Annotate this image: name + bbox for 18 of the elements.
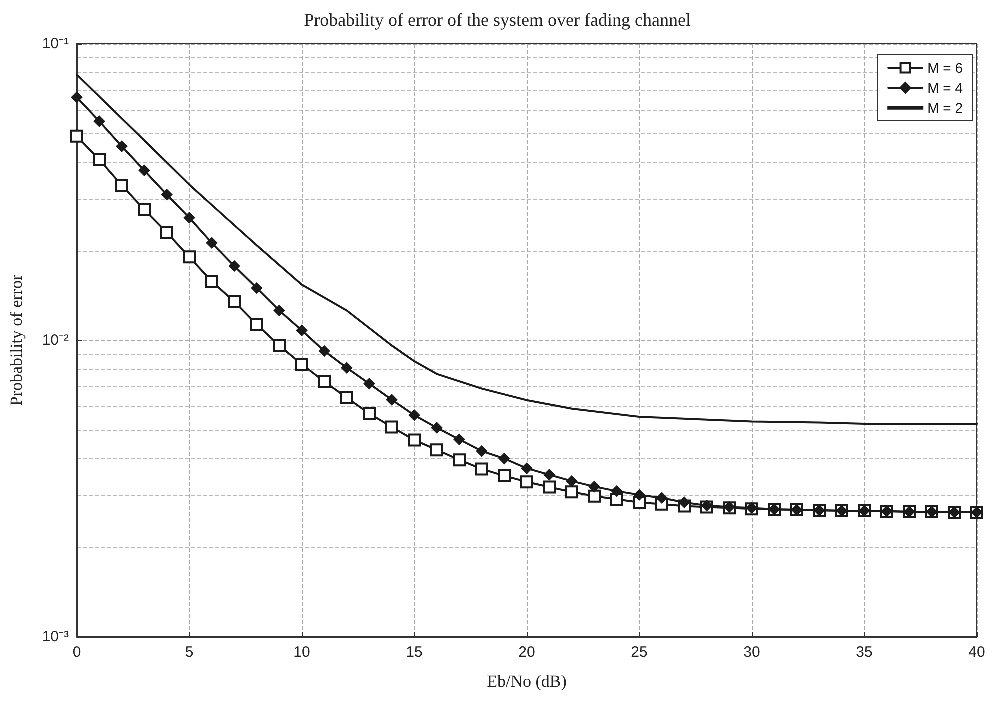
y-tick-label: 10⁻¹ — [42, 36, 69, 52]
legend-label: M = 6 — [928, 60, 964, 76]
legend-label: M = 2 — [928, 100, 964, 116]
x-tick-label: 40 — [968, 644, 986, 661]
x-axis-title: Eb/No (dB) — [487, 672, 567, 691]
legend-label: M = 4 — [928, 80, 964, 96]
y-tick-label: 10⁻² — [42, 332, 69, 349]
x-tick-label: 20 — [518, 644, 536, 661]
y-axis-title: Probability of error — [7, 274, 26, 406]
chart-title: Probability of error of the system over fading channel — [304, 10, 691, 30]
x-tick-label: 15 — [406, 644, 423, 661]
x-tick-label: 5 — [185, 644, 194, 661]
x-tick-label: 0 — [72, 644, 82, 661]
x-tick-label: 35 — [856, 644, 873, 661]
x-tick-label: 30 — [744, 644, 760, 661]
x-tick-label: 10 — [294, 644, 310, 661]
y-tick-label: 10⁻³ — [42, 628, 69, 646]
x-tick-label: 25 — [631, 644, 648, 661]
